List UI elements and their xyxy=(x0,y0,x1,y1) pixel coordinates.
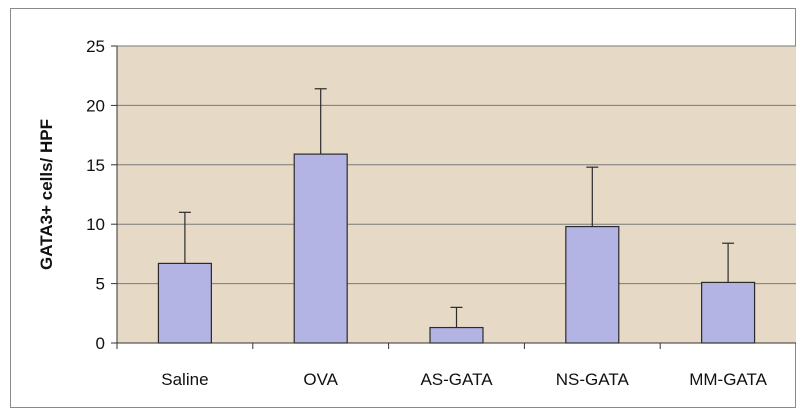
bar-group: NS-GATA xyxy=(556,166,630,389)
y-tick-label: 15 xyxy=(86,156,105,175)
bar xyxy=(701,281,756,344)
x-tick-label: OVA xyxy=(303,370,338,389)
gridlines xyxy=(117,45,796,285)
y-tick-label: 5 xyxy=(96,275,105,294)
y-tick-label: 25 xyxy=(86,37,105,56)
bar-group: Saline xyxy=(157,211,212,389)
x-tick-label: AS-GATA xyxy=(420,370,493,389)
y-axis-title: GATA3+ cells/ HPF xyxy=(37,119,56,270)
y-tick-label: 20 xyxy=(86,96,105,115)
bar xyxy=(293,153,348,344)
plot-area xyxy=(117,46,796,343)
y-tick-label: 10 xyxy=(86,215,105,234)
bars: Saline OVA AS-GATA NS-GATA MM-GATA xyxy=(157,88,768,389)
x-tick-label: Saline xyxy=(161,370,208,389)
bar xyxy=(429,326,484,344)
bar-group: MM-GATA xyxy=(689,242,768,389)
bar xyxy=(565,225,620,344)
x-tick-label: MM-GATA xyxy=(689,370,767,389)
bar-group: OVA xyxy=(293,88,348,389)
bar xyxy=(157,262,212,344)
axes: 0 5 10 15 20 25 xyxy=(86,37,796,353)
y-tick-label: 0 xyxy=(96,334,105,353)
x-tick-label: NS-GATA xyxy=(556,370,630,389)
